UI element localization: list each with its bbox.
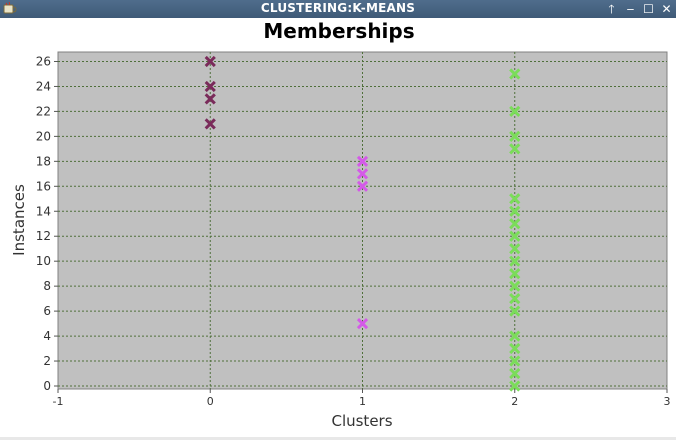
- y-tick-label: 24: [36, 79, 51, 93]
- data-point: [204, 55, 216, 68]
- data-point: [509, 280, 521, 292]
- x-tick-label: 1: [359, 395, 366, 408]
- y-tick-label: 26: [36, 54, 51, 68]
- x-tick-label: 3: [664, 395, 671, 408]
- y-tick-label: 2: [43, 354, 51, 368]
- maximize-icon[interactable]: ☐: [643, 2, 654, 16]
- y-tick-label: 16: [36, 179, 51, 193]
- data-point: [509, 355, 521, 367]
- data-point: [509, 218, 521, 230]
- y-tick-label: 20: [36, 129, 51, 143]
- window-title: CLUSTERING:K-MEANS: [260, 1, 416, 15]
- data-point: [356, 317, 369, 330]
- data-point: [509, 330, 521, 342]
- x-tick-label: 2: [511, 395, 518, 408]
- data-point: [204, 80, 216, 93]
- x-axis-label: Clusters: [331, 412, 392, 430]
- memberships-chart: Memberships -1 0 1 2 3 024681012141618202224…: [10, 19, 671, 430]
- data-point: [509, 380, 521, 392]
- java-app-icon: [3, 2, 17, 14]
- data-point: [204, 118, 216, 130]
- x-tick-label: 0: [207, 395, 214, 408]
- window-bottom-border: [0, 437, 676, 440]
- chart-title: Memberships: [263, 19, 414, 43]
- y-tick-label: 4: [43, 329, 51, 343]
- data-point: [509, 305, 521, 317]
- data-point: [509, 255, 521, 267]
- y-tick-label: 14: [36, 204, 51, 218]
- x-axis-ticks: -1 0 1 2 3: [53, 389, 671, 408]
- data-point: [509, 268, 521, 280]
- chart-panel: Memberships -1 0 1 2 3 0 2 4 6 8 10 12 14 16 18 20 22 24…: [0, 18, 676, 440]
- data-point: [509, 143, 521, 155]
- data-point: [356, 155, 369, 167]
- minimize-icon[interactable]: ‒: [626, 2, 635, 16]
- x-tick-label: -1: [53, 395, 64, 408]
- y-tick-label: 12: [36, 229, 51, 243]
- y-tick-label: 0: [43, 379, 51, 393]
- data-point: [509, 205, 521, 217]
- data-point: [356, 180, 369, 192]
- y-tick-label: 10: [36, 254, 51, 268]
- close-icon[interactable]: ✕: [661, 2, 672, 16]
- y-tick-label: 22: [36, 104, 51, 118]
- grid-lines: [58, 52, 667, 389]
- data-point: [509, 130, 521, 142]
- data-points: [204, 55, 521, 392]
- arrow-up-icon[interactable]: 🡑: [608, 2, 615, 16]
- data-point: [509, 243, 521, 255]
- y-tick-label: 8: [43, 279, 51, 293]
- y-axis-label: Instances: [10, 184, 28, 256]
- data-point: [509, 68, 521, 80]
- data-point: [204, 93, 216, 105]
- data-point: [509, 193, 521, 205]
- data-point: [509, 367, 521, 380]
- window-titlebar[interactable]: CLUSTERING:K-MEANS 🡑 ‒ ☐ ✕: [0, 0, 676, 18]
- data-point: [509, 105, 521, 118]
- y-tick-label: 6: [43, 304, 51, 318]
- data-point: [509, 230, 521, 242]
- y-tick-label: 18: [36, 154, 51, 168]
- data-point: [356, 168, 369, 180]
- data-point: [509, 293, 521, 305]
- data-point: [509, 342, 521, 355]
